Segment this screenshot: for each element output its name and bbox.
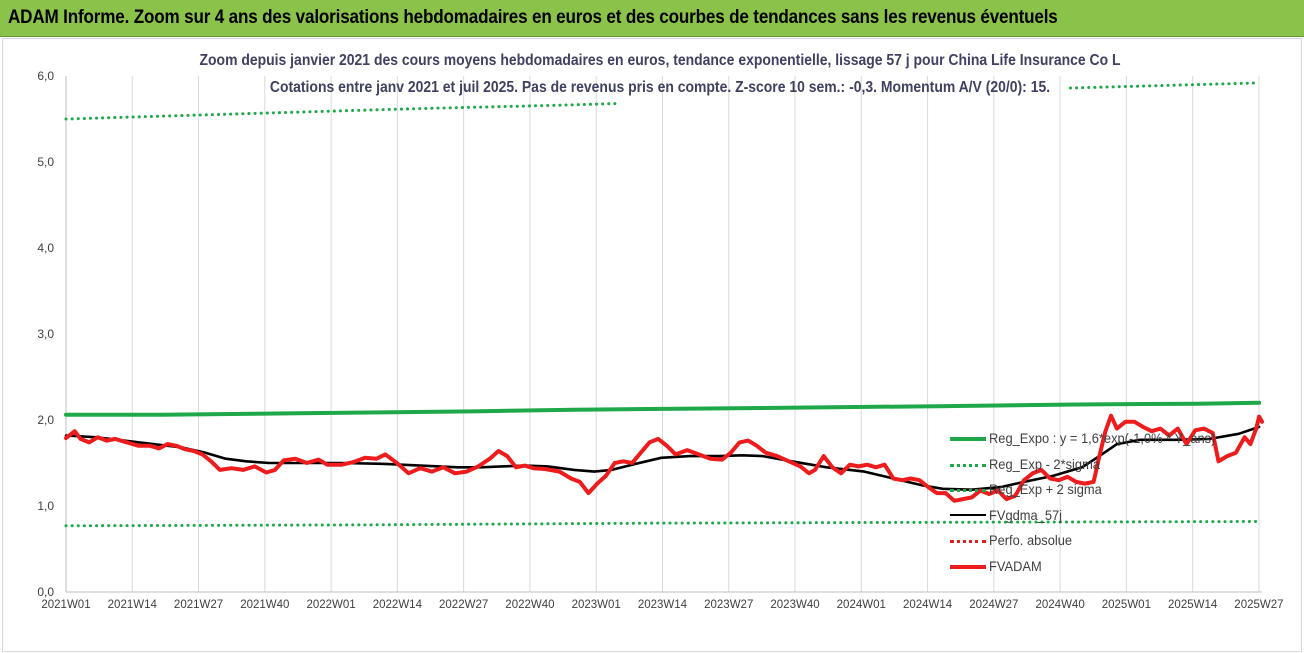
legend-label: Reg_Exp - 2*sigma — [989, 455, 1100, 472]
y-tick-label: 2,0 — [37, 413, 54, 427]
legend-swatch — [950, 463, 986, 467]
x-tick-label: 2022W40 — [505, 599, 554, 611]
legend-label: FVgdma_57j — [989, 506, 1063, 523]
x-tick-label: 2025W27 — [1234, 599, 1283, 611]
x-tick-label: 2023W40 — [770, 599, 819, 611]
x-tick-label: 2021W27 — [174, 599, 223, 611]
series-line-2 — [64, 102, 620, 121]
x-tick-label: 2021W14 — [108, 599, 158, 611]
x-tick-label: 2024W01 — [837, 599, 886, 611]
series-line-0 — [64, 400, 1262, 417]
legend-swatch — [950, 437, 986, 441]
legend-item: Reg_Expo : y = 1,6*exp(-1,0% * Y_ans) — [948, 428, 1248, 454]
x-tick-label: 2024W27 — [969, 599, 1018, 611]
x-tick-label: 2024W14 — [903, 599, 953, 611]
y-tick-label: 0,0 — [37, 585, 54, 599]
legend-item: Reg_Exp - 2*sigma — [948, 454, 1248, 480]
series-lines — [64, 81, 1264, 528]
legend-label: FVADAM — [989, 557, 1042, 574]
y-tick-label: 1,0 — [37, 499, 54, 513]
series-line-5 — [64, 413, 1264, 503]
y-tick-label: 6,0 — [37, 69, 54, 83]
x-tick-label: 2023W27 — [704, 599, 753, 611]
x-tick-label: 2021W40 — [240, 599, 289, 611]
x-tick-label: 2022W14 — [373, 599, 423, 611]
legend-swatch — [950, 514, 986, 517]
chart-subtitle: Cotations entre janv 2021 et juil 2025. … — [269, 79, 1051, 96]
legend-item: FVgdma_57j — [948, 505, 1248, 531]
x-tick-label: 2024W40 — [1035, 599, 1084, 611]
y-tick-label: 5,0 — [37, 155, 54, 169]
x-tick-label: 2023W01 — [572, 599, 621, 611]
chart-title: Zoom depuis janvier 2021 des cours moyen… — [199, 52, 1121, 69]
chart-frame — [2, 38, 1302, 652]
x-tick-label: 2023W14 — [638, 599, 688, 611]
legend-item: FVADAM — [948, 556, 1248, 582]
page-title: ADAM Informe. Zoom sur 4 ans des valoris… — [8, 7, 1058, 28]
chart-legend: Reg_Expo : y = 1,6*exp(-1,0% * Y_ans) Reg… — [948, 428, 1248, 581]
legend-swatch — [950, 489, 986, 492]
x-tick-label: 2022W27 — [439, 599, 488, 611]
y-tick-label: 3,0 — [37, 327, 54, 341]
x-tick-label: 2025W14 — [1168, 599, 1218, 611]
legend-swatch — [950, 564, 986, 569]
legend-item: Perfo. absolue — [948, 530, 1248, 556]
x-tick-label: 2021W01 — [41, 599, 90, 611]
series-line-1 — [64, 520, 1261, 528]
series-line-2 — [1068, 81, 1261, 90]
gridlines — [131, 76, 1260, 592]
y-tick-label: 4,0 — [37, 241, 54, 255]
legend-label: Reg_Exp + 2 sigma — [989, 481, 1102, 497]
header-banner: ADAM Informe. Zoom sur 4 ans des valoris… — [0, 0, 1304, 37]
legend-swatch — [950, 540, 986, 543]
legend-label: Perfo. absolue — [989, 532, 1073, 548]
legend-item: Reg_Exp + 2 sigma — [948, 479, 1248, 505]
x-tick-label: 2025W01 — [1102, 599, 1151, 611]
axes: 2021W01 2021W14 2021W27 2021W40 2022W01 2022W… — [37, 69, 1283, 611]
legend-label: Reg_Expo : y = 1,6*exp(-1,0% * Y_ans) — [989, 430, 1216, 446]
x-tick-label: 2022W01 — [306, 599, 355, 611]
series-line-3 — [64, 425, 1261, 491]
